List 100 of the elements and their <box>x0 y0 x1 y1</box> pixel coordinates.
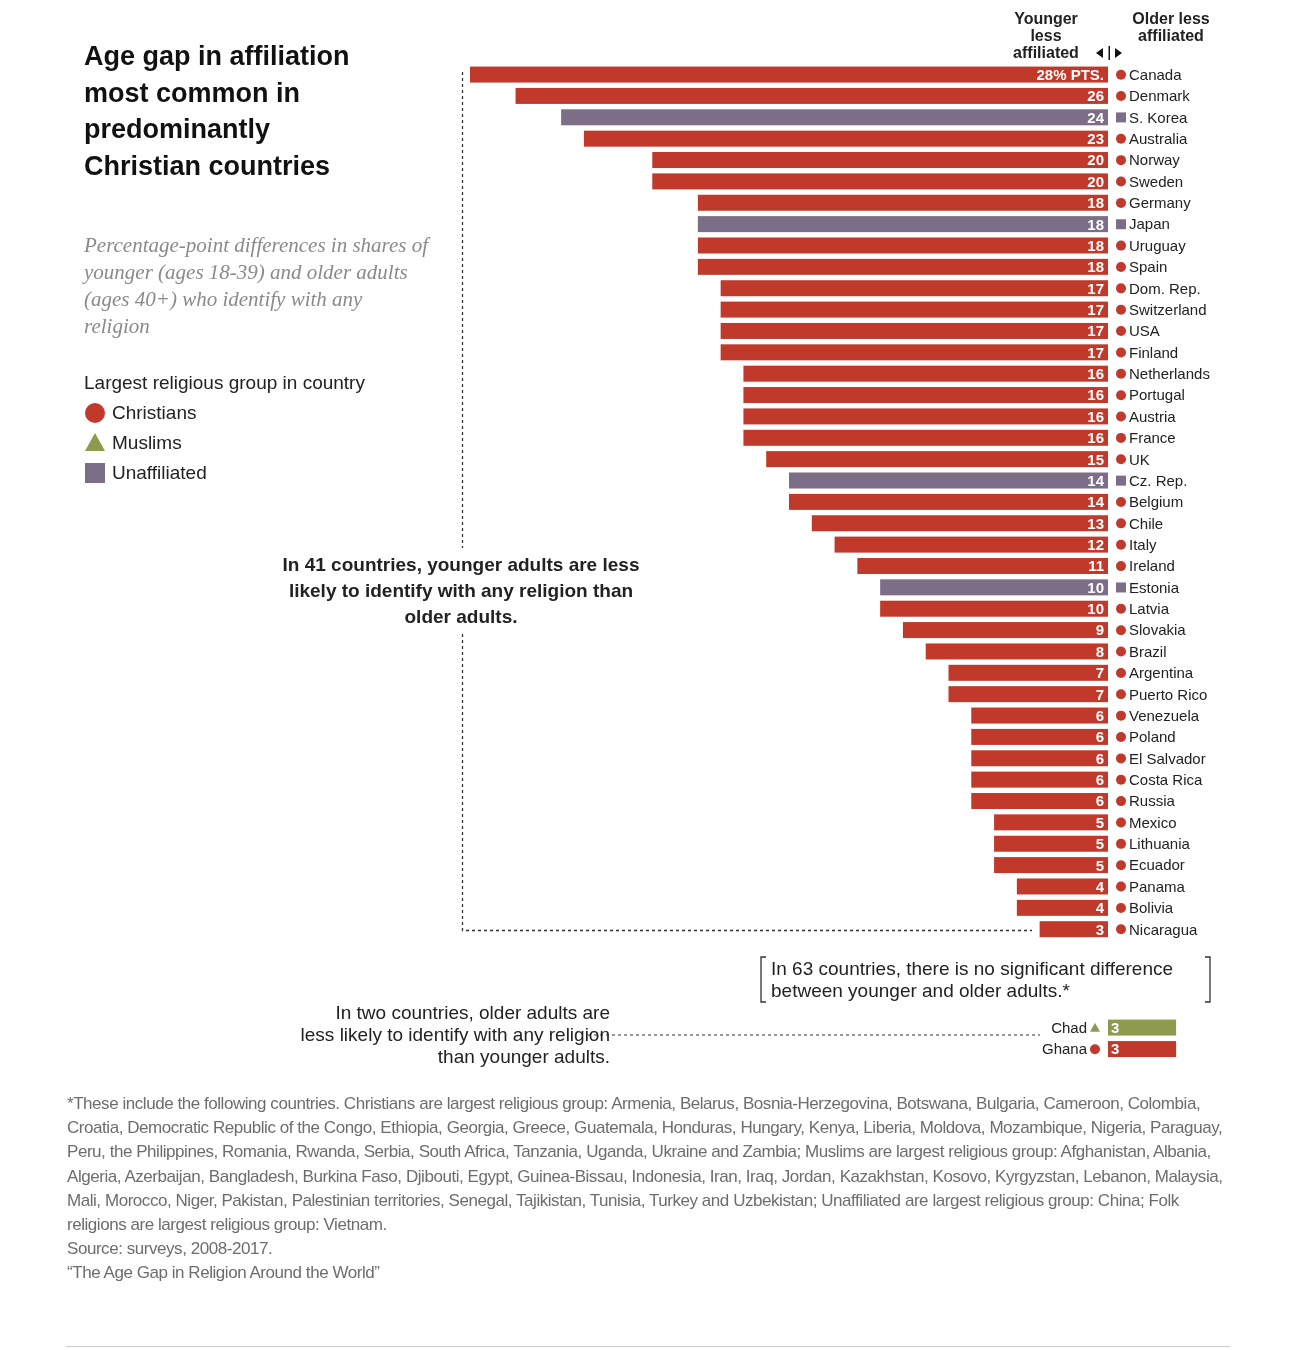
data-label: 6 <box>1095 706 1104 724</box>
bar <box>880 579 1108 596</box>
bar <box>971 707 1108 724</box>
text: In 63 countries, there is no significant difference between younger and older adults.* <box>771 958 1175 1002</box>
text: In two countries, older adults are less likely to identify with any religion than younger adults. <box>299 1002 610 1068</box>
data-label: 5 <box>1095 835 1104 853</box>
y-tick-label: Ghana <box>1041 1040 1088 1058</box>
y-tick-label: Switzerland <box>1129 300 1207 318</box>
y-tick-label: Latvia <box>1129 600 1170 618</box>
y-tick-label: Finland <box>1129 343 1179 361</box>
y-tick-label: Slovakia <box>1129 621 1187 639</box>
bar <box>515 87 1108 104</box>
bar <box>743 365 1108 382</box>
data-label: 16 <box>1087 365 1104 383</box>
data-label: 3 <box>1110 1040 1120 1058</box>
bar <box>811 515 1108 532</box>
bar <box>743 429 1108 446</box>
y-tick-label: Costa Rica <box>1129 771 1204 789</box>
legend-label: Christians <box>112 402 197 424</box>
bar <box>720 344 1108 361</box>
y-tick-label: Spain <box>1129 258 1168 276</box>
y-tick-label: Bolivia <box>1129 899 1174 917</box>
bar <box>766 451 1108 468</box>
bar <box>971 793 1108 809</box>
data-label: 20 <box>1087 151 1104 169</box>
data-label: 17 <box>1087 343 1104 361</box>
data-label: 17 <box>1087 300 1104 318</box>
bar <box>470 66 1108 83</box>
text: Age gap in affiliation most common in predominantly Christian countries <box>84 40 351 183</box>
legend-label: Muslims <box>112 432 182 454</box>
data-label: 13 <box>1087 514 1104 532</box>
data-label: 17 <box>1087 322 1104 340</box>
data-label: 6 <box>1095 749 1104 767</box>
data-label: 9 <box>1095 621 1104 639</box>
bar <box>971 771 1108 788</box>
data-label: 5 <box>1095 813 1104 831</box>
bar <box>697 237 1108 254</box>
bar <box>1039 921 1108 938</box>
text: Percentage-point differences in shares of younger (ages 18-39) and older adults (ages 40+) who identify with any religion <box>84 232 429 340</box>
text: “The Age Gap in Religion Around the World” <box>67 1262 381 1285</box>
bar <box>1016 899 1108 916</box>
bar <box>925 643 1108 660</box>
bar <box>697 258 1108 275</box>
data-label: 7 <box>1095 685 1104 703</box>
data-label: 18 <box>1087 258 1104 276</box>
bar <box>583 130 1108 147</box>
y-tick-label: USA <box>1129 322 1160 340</box>
bar <box>720 280 1108 297</box>
data-label: 28% PTS. <box>1036 65 1104 83</box>
y-tick-label: Panama <box>1129 877 1186 895</box>
bar <box>902 622 1108 639</box>
y-tick-label: Denmark <box>1129 87 1191 105</box>
bar <box>789 493 1108 510</box>
y-tick-label: Lithuania <box>1129 835 1191 853</box>
data-label: 12 <box>1087 536 1104 554</box>
legend-title: Largest religious group in country <box>84 372 365 394</box>
data-label: 20 <box>1087 172 1104 190</box>
source-note: Source: surveys, 2008-2017. <box>67 1238 274 1261</box>
data-label: 10 <box>1087 578 1104 596</box>
y-tick-label: Ireland <box>1129 557 1175 575</box>
y-tick-label: Italy <box>1129 535 1158 553</box>
data-label: 11 <box>1088 557 1104 575</box>
bar <box>994 857 1108 874</box>
bar <box>880 600 1108 617</box>
y-tick-label: Norway <box>1129 151 1181 169</box>
y-tick-label: Mexico <box>1129 813 1177 831</box>
data-label: 26 <box>1087 87 1104 105</box>
y-tick-label: Austria <box>1129 407 1177 425</box>
y-tick-label: Poland <box>1129 728 1176 746</box>
text: *These include the following countries. Christians are largest religious group: Armenia, Belarus, Bosnia-Herzegovina, Botswana, Bulgaria, Cameroon, Colombia, Croatia, Democratic Republic of the Congo, Ethiopia, Georgia, Greece, Guatemala, Honduras, Hungary, Kenya, Liberia, Moldova, Mozambique, Nigeria, Paraguay, Peru, the Philippines, Romania, Rwanda, Serbia, South Africa, Tanzania, Uganda, Ukraine and Zambia; Muslims are largest religious group: Afghanistan, Albania, Algeria, Azerbaijan, Bangladesh, Burkina Faso, Djibouti, Egypt, Guinea-Bissau, Indonesia, Iran, Iraq, Jordan, Kazakhstan, Kosovo, Kyrgyzstan, Lebanon, Malaysia, Mali, Morocco, Niger, Pakistan, Palestinian territories, Senegal, Tajikistan, Tunisia, Turkey and Uzbekistan; Unaffiliated are largest religious group: China; Folk religions are largest religious group: Vietnam. <box>67 1093 1224 1236</box>
annotation: In 41 countries, younger adults are less likely to identify with any religion than older adults. <box>281 553 641 629</box>
bar <box>834 536 1108 553</box>
data-label: 16 <box>1087 429 1104 447</box>
data-label: 6 <box>1095 728 1104 746</box>
bar <box>1016 878 1108 895</box>
data-label: 5 <box>1095 856 1104 874</box>
data-label: 18 <box>1087 194 1104 212</box>
y-tick-label: Ecuador <box>1129 856 1185 874</box>
y-tick-label: Venezuela <box>1129 706 1200 724</box>
y-tick-label: Sweden <box>1129 172 1184 190</box>
data-label: 6 <box>1095 792 1104 810</box>
y-tick-label: S. Korea <box>1129 108 1189 126</box>
bar <box>652 152 1108 169</box>
y-tick-label: Estonia <box>1129 578 1180 596</box>
y-tick-label: Chile <box>1129 514 1164 532</box>
bar <box>743 387 1108 404</box>
y-tick-label: France <box>1129 429 1176 447</box>
data-label: 3 <box>1095 920 1104 938</box>
y-tick-label: Australia <box>1129 130 1189 148</box>
y-tick-label: El Salvador <box>1129 749 1206 767</box>
data-label: 18 <box>1087 236 1104 254</box>
data-label: 14 <box>1087 471 1105 489</box>
bar <box>994 814 1108 831</box>
data-label: 6 <box>1095 771 1104 789</box>
bar <box>720 301 1108 318</box>
bar <box>971 728 1108 745</box>
data-label: 14 <box>1087 493 1105 511</box>
data-label: 17 <box>1087 279 1104 297</box>
data-label: 4 <box>1095 877 1105 895</box>
text: Younger less affiliated <box>1012 10 1080 61</box>
